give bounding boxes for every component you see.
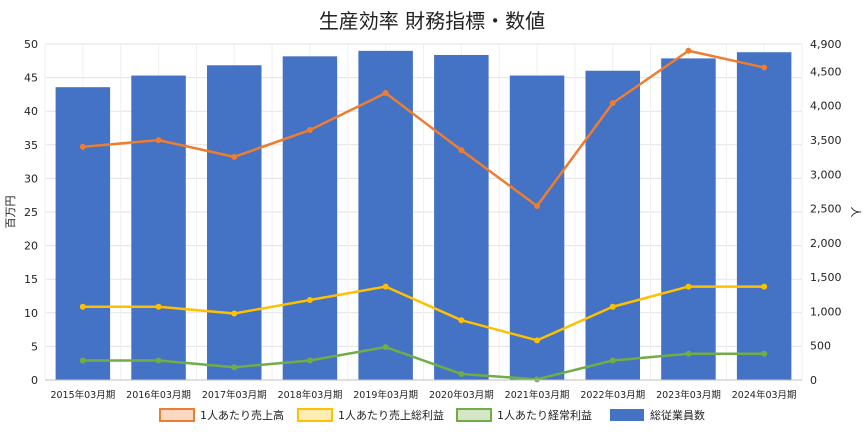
x-axis-tick: 2019年03月期 <box>353 389 418 401</box>
data-point <box>609 100 616 107</box>
data-point <box>155 357 162 364</box>
x-axis-tick: 2015年03月期 <box>50 389 115 401</box>
left-axis-tick: 50 <box>24 38 38 51</box>
data-point <box>382 90 389 97</box>
bar-employees <box>358 50 413 380</box>
data-point <box>306 297 313 304</box>
data-point <box>382 344 389 351</box>
data-point <box>79 357 86 364</box>
right-axis-tick: 2,000 <box>810 237 842 250</box>
x-axis-tick: 2017年03月期 <box>202 389 267 401</box>
right-axis-tick: 3,500 <box>810 134 842 147</box>
x-axis-tick: 2023年03月期 <box>656 389 721 401</box>
data-point <box>534 376 541 383</box>
data-point <box>231 310 238 317</box>
bar-employees <box>206 65 262 380</box>
data-point <box>685 47 692 54</box>
data-point <box>306 357 313 364</box>
data-point <box>306 127 313 134</box>
right-axis-tick: 1,000 <box>810 305 842 318</box>
left-axis-tick: 5 <box>31 340 38 353</box>
series-line <box>82 345 765 381</box>
data-point <box>534 202 541 209</box>
left-axis-tick: 45 <box>24 72 38 85</box>
data-point <box>458 317 465 324</box>
data-point <box>458 370 465 377</box>
x-axis-tick: 2021年03月期 <box>505 389 570 401</box>
right-axis-tick: 4,500 <box>810 65 842 78</box>
right-axis-tick: 4,000 <box>810 100 842 113</box>
axis-layer: 0510152025303540455005001,0001,5002,0002… <box>4 38 862 401</box>
data-point <box>155 137 162 144</box>
chart-title: 生産効率 財務指標・数値 <box>319 9 545 33</box>
bar-employees <box>131 75 186 381</box>
data-point <box>609 357 616 364</box>
data-point <box>685 283 692 290</box>
legend-label: 1人あたり売上総利益 <box>338 408 444 422</box>
right-axis-tick: 0 <box>810 374 817 387</box>
left-axis-title: 百万円 <box>4 196 17 229</box>
data-point <box>534 337 541 344</box>
legend: 1人あたり売上高 1人あたり売上総利益 1人あたり経常利益 総従業員数 <box>159 408 705 422</box>
left-axis-tick: 20 <box>24 240 38 253</box>
left-axis-tick: 0 <box>31 374 38 387</box>
right-axis-title: 人 <box>849 207 862 218</box>
x-axis-tick: 2016年03月期 <box>126 389 191 401</box>
legend-swatch <box>159 408 195 422</box>
data-point <box>79 143 86 150</box>
left-axis-tick: 30 <box>24 172 38 185</box>
x-axis-tick: 2020年03月期 <box>429 389 494 401</box>
data-point <box>79 303 86 310</box>
data-point <box>155 303 162 310</box>
legend-swatch <box>297 408 333 422</box>
x-axis-tick: 2022年03月期 <box>580 389 645 401</box>
right-axis-tick: 4,900 <box>810 38 842 51</box>
bar-employees <box>736 52 792 380</box>
legend-label: 総従業員数 <box>650 408 705 422</box>
bar-employees <box>509 75 565 381</box>
right-axis-tick: 1,500 <box>810 271 842 284</box>
bar-employees <box>55 87 111 380</box>
legend-label: 1人あたり売上高 <box>200 408 284 422</box>
left-axis-tick: 25 <box>24 206 38 219</box>
right-axis-tick: 500 <box>810 340 831 353</box>
left-axis-tick: 15 <box>24 273 38 286</box>
bar-layer <box>55 50 792 381</box>
bar-employees <box>434 54 489 380</box>
data-point <box>761 64 768 71</box>
right-axis-tick: 3,000 <box>810 168 842 181</box>
data-point <box>761 283 768 290</box>
right-axis-tick: 2,500 <box>810 203 842 216</box>
left-axis-tick: 40 <box>24 105 38 118</box>
data-point <box>685 350 692 357</box>
data-point <box>231 364 238 371</box>
line-layer <box>79 47 768 383</box>
data-point <box>609 303 616 310</box>
series-line <box>82 285 765 342</box>
x-axis-tick: 2018年03月期 <box>278 389 343 401</box>
legend-swatch <box>610 409 644 421</box>
legend-swatch <box>456 408 492 422</box>
data-point <box>382 283 389 290</box>
left-axis-tick: 10 <box>24 307 38 320</box>
x-axis-tick: 2024年03月期 <box>732 389 797 401</box>
data-point <box>761 350 768 357</box>
series-line <box>82 49 765 208</box>
bar-employees <box>661 58 716 381</box>
bar-employees <box>585 70 641 380</box>
data-point <box>458 147 465 154</box>
left-axis-tick: 35 <box>24 139 38 152</box>
bar-employees <box>282 56 338 380</box>
data-point <box>231 153 238 160</box>
legend-label: 1人あたり経常利益 <box>497 408 592 422</box>
